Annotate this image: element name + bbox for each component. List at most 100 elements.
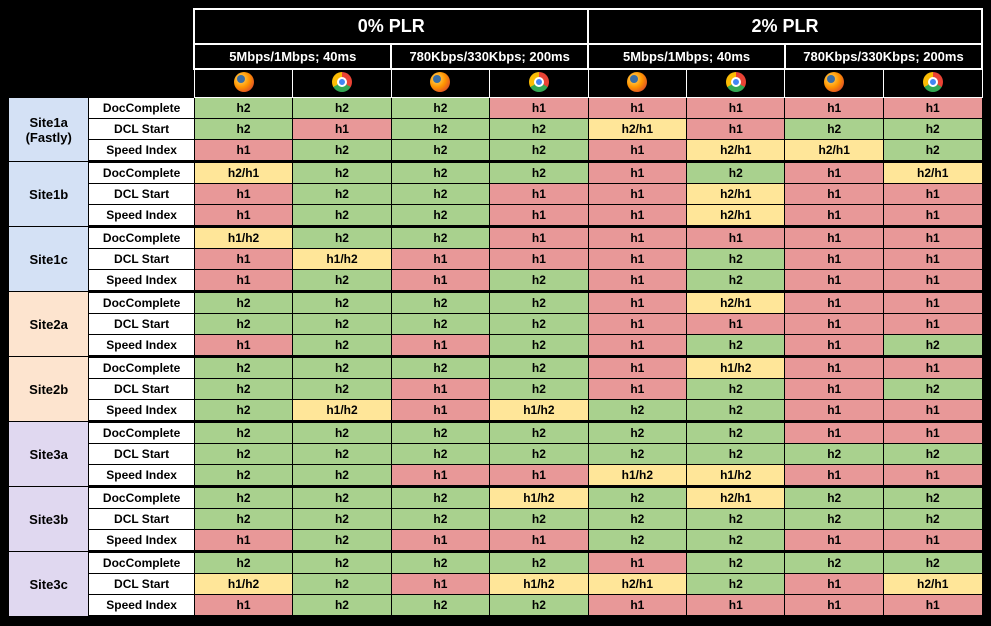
value-cell: h2 <box>293 487 391 509</box>
value-cell: h1 <box>687 98 785 119</box>
plr-header-1: 2% PLR <box>588 9 982 44</box>
value-cell: h1 <box>785 292 883 314</box>
value-cell: h1 <box>883 227 982 249</box>
metric-label: DCL Start <box>89 444 194 465</box>
value-cell: h2 <box>391 205 489 227</box>
firefox-icon <box>430 72 450 92</box>
table-row: DCL Starth1h1/h2h1h1h1h2h1h1 <box>9 249 983 270</box>
net-header-0: 5Mbps/1Mbps; 40ms <box>194 44 391 69</box>
value-cell: h1 <box>785 227 883 249</box>
metric-label: DocComplete <box>89 357 194 379</box>
value-cell: h1 <box>785 400 883 422</box>
browser-row <box>9 69 983 98</box>
value-cell: h2 <box>293 205 391 227</box>
metric-label: DCL Start <box>89 119 194 140</box>
metric-label: DCL Start <box>89 249 194 270</box>
value-cell: h1 <box>785 335 883 357</box>
metric-label: Speed Index <box>89 465 194 487</box>
value-cell: h1 <box>194 530 292 552</box>
table-row: Speed Indexh1h2h2h2h1h2/h1h2/h1h2 <box>9 140 983 162</box>
value-cell: h2 <box>194 357 292 379</box>
metric-label: DocComplete <box>89 292 194 314</box>
metric-label: DocComplete <box>89 162 194 184</box>
value-cell: h1 <box>588 314 686 335</box>
value-cell: h1 <box>785 574 883 595</box>
value-cell: h2 <box>687 530 785 552</box>
table-row: Speed Indexh2h2h1h1h1/h2h1/h2h1h1 <box>9 465 983 487</box>
value-cell: h1 <box>588 595 686 617</box>
chrome-icon <box>529 72 549 92</box>
performance-table: 0% PLR 2% PLR 5Mbps/1Mbps; 40ms 780Kbps/… <box>8 8 983 618</box>
value-cell: h1 <box>785 465 883 487</box>
value-cell: h2 <box>883 509 982 530</box>
table-row: Speed Indexh1h2h1h2h1h2h1h2 <box>9 335 983 357</box>
value-cell: h1/h2 <box>687 465 785 487</box>
value-cell: h1 <box>883 595 982 617</box>
net-header-2: 5Mbps/1Mbps; 40ms <box>588 44 785 69</box>
value-cell: h2/h1 <box>687 205 785 227</box>
value-cell: h1 <box>391 465 489 487</box>
value-cell: h1 <box>883 184 982 205</box>
firefox-icon <box>824 72 844 92</box>
value-cell: h2 <box>293 465 391 487</box>
value-cell: h2 <box>194 292 292 314</box>
table-row: Site3bDocCompleteh2h2h2h1/h2h2h2/h1h2h2 <box>9 487 983 509</box>
value-cell: h2 <box>490 509 588 530</box>
value-cell: h1 <box>588 552 686 574</box>
value-cell: h1 <box>785 530 883 552</box>
value-cell: h1 <box>194 270 292 292</box>
table-row: DCL Starth1h2h2h1h1h2/h1h1h1 <box>9 184 983 205</box>
value-cell: h2 <box>883 335 982 357</box>
value-cell: h2 <box>391 162 489 184</box>
value-cell: h1 <box>785 184 883 205</box>
value-cell: h2 <box>687 552 785 574</box>
value-cell: h1 <box>588 227 686 249</box>
value-cell: h2 <box>194 465 292 487</box>
value-cell: h2 <box>194 98 292 119</box>
value-cell: h1 <box>588 249 686 270</box>
value-cell: h1 <box>490 205 588 227</box>
value-cell: h2 <box>391 422 489 444</box>
value-cell: h1 <box>490 184 588 205</box>
table-row: Speed Indexh1h2h2h1h1h2/h1h1h1 <box>9 205 983 227</box>
value-cell: h2 <box>490 422 588 444</box>
value-cell: h1 <box>293 119 391 140</box>
value-cell: h1 <box>883 98 982 119</box>
value-cell: h2 <box>687 335 785 357</box>
table-row: Site1a(Fastly)DocCompleteh2h2h2h1h1h1h1h… <box>9 98 983 119</box>
value-cell: h1 <box>490 465 588 487</box>
value-cell: h2 <box>391 509 489 530</box>
value-cell: h2 <box>490 335 588 357</box>
value-cell: h2 <box>687 444 785 465</box>
value-cell: h1 <box>391 270 489 292</box>
value-cell: h1 <box>391 249 489 270</box>
value-cell: h2 <box>490 314 588 335</box>
value-cell: h1 <box>785 205 883 227</box>
value-cell: h2 <box>883 444 982 465</box>
value-cell: h2 <box>391 292 489 314</box>
value-cell: h2 <box>391 227 489 249</box>
value-cell: h2 <box>194 422 292 444</box>
value-cell: h1 <box>883 270 982 292</box>
value-cell: h1 <box>687 227 785 249</box>
value-cell: h2 <box>883 379 982 400</box>
value-cell: h1 <box>785 249 883 270</box>
value-cell: h2 <box>194 552 292 574</box>
value-cell: h2/h1 <box>588 119 686 140</box>
metric-label: Speed Index <box>89 270 194 292</box>
metric-label: Speed Index <box>89 400 194 422</box>
value-cell: h2 <box>883 119 982 140</box>
value-cell: h2 <box>687 162 785 184</box>
value-cell: h2 <box>194 444 292 465</box>
value-cell: h2 <box>391 444 489 465</box>
value-cell: h1 <box>391 400 489 422</box>
table-row: DCL Starth2h2h1h2h1h2h1h2 <box>9 379 983 400</box>
table-row: Site2aDocCompleteh2h2h2h2h1h2/h1h1h1 <box>9 292 983 314</box>
firefox-icon-header <box>194 69 292 98</box>
value-cell: h2 <box>687 270 785 292</box>
site-label: Site1a(Fastly) <box>9 98 89 162</box>
value-cell: h2/h1 <box>687 184 785 205</box>
value-cell: h2 <box>194 314 292 335</box>
table-row: Speed Indexh1h2h1h1h2h2h1h1 <box>9 530 983 552</box>
value-cell: h2 <box>293 98 391 119</box>
